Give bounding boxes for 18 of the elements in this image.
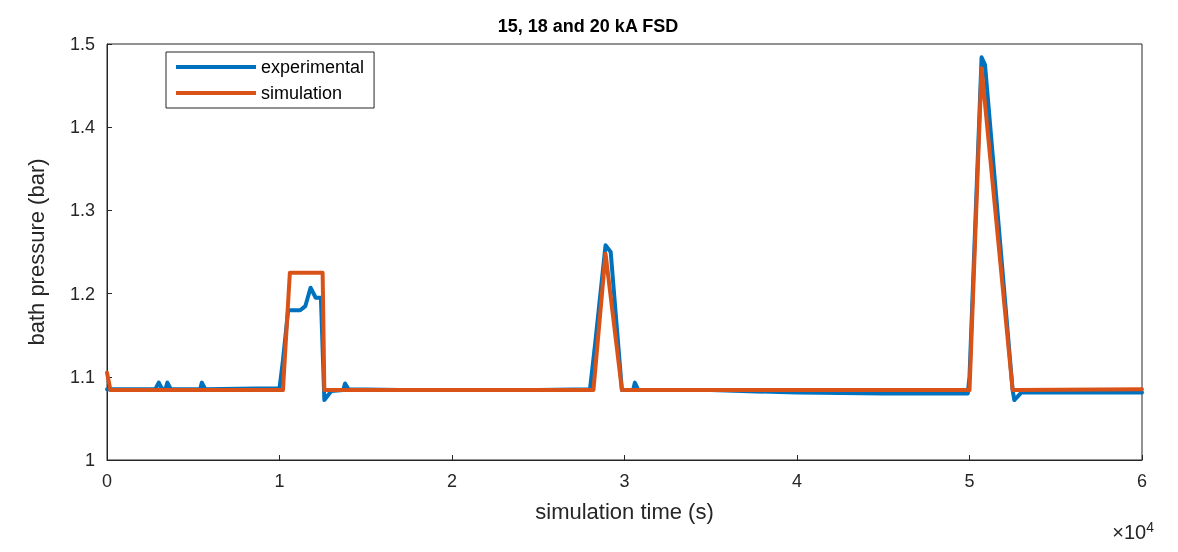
x-tick-label: 2 <box>446 471 458 491</box>
y-tick-label: 1.2 <box>69 283 95 304</box>
y-tick-label: 1 <box>84 450 95 470</box>
x-tick-label: 5 <box>964 471 975 491</box>
x-tick-label: 3 <box>619 471 630 491</box>
x-tick-label: 0 <box>101 471 113 491</box>
x-axis-title: simulation time (s) <box>535 498 714 524</box>
legend-label: simulation <box>261 83 343 103</box>
y-tick-label: 1.1 <box>69 366 95 387</box>
x-tick-label: 1 <box>274 471 285 491</box>
x-tick-label: 4 <box>791 471 803 491</box>
x-tick-label: 6 <box>1136 471 1148 491</box>
chart-title: 15, 18 and 20 kA FSD <box>497 16 679 36</box>
y-tick-label: 1.4 <box>69 117 95 138</box>
y-tick-label: 1.5 <box>69 34 95 54</box>
legend-label: experimental <box>261 57 365 77</box>
y-tick-label: 1.3 <box>69 200 95 221</box>
y-axis-title: bath pressure (bar) <box>23 158 49 346</box>
